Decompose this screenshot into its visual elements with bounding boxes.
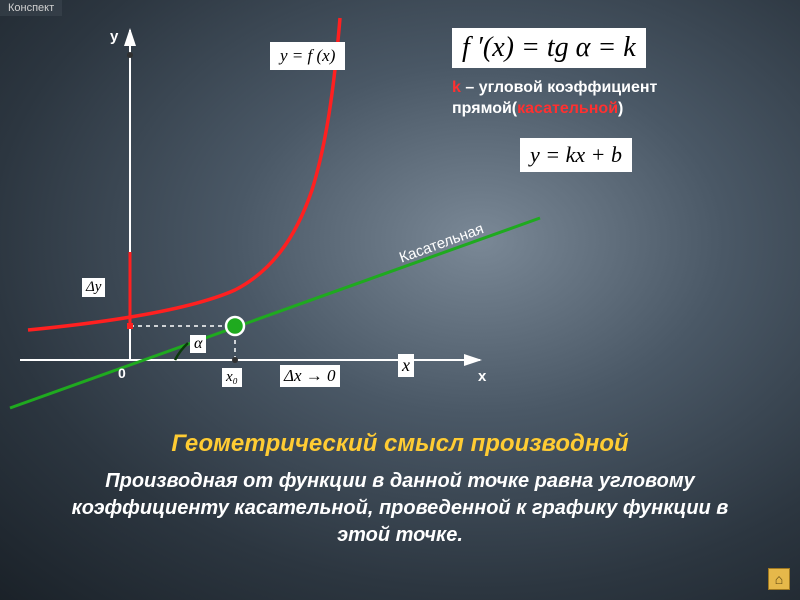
alpha-label: α	[190, 335, 206, 353]
formula-function: y = f (x)	[270, 42, 345, 70]
formula-line: y = kx + b	[520, 138, 632, 172]
slide-body: Производная от функции в данной точке ра…	[0, 468, 800, 549]
dx-label: Δx → 0	[280, 365, 340, 387]
origin-label: 0	[118, 365, 126, 381]
home-nav-button[interactable]: ⌂	[768, 568, 790, 590]
slide-title: Геометрический смысл производной	[0, 430, 800, 458]
x-axis-label: x	[478, 368, 486, 385]
dy-label: Δy	[82, 278, 105, 297]
legend-text: k – угловой коэффициентпрямой(касательно…	[452, 78, 657, 120]
x0-label: x₀	[222, 368, 242, 387]
formula-derivative: f ′(x) = tg α = k	[452, 28, 646, 68]
x-var-label: x	[398, 354, 414, 377]
y-axis-label: y	[110, 28, 118, 45]
